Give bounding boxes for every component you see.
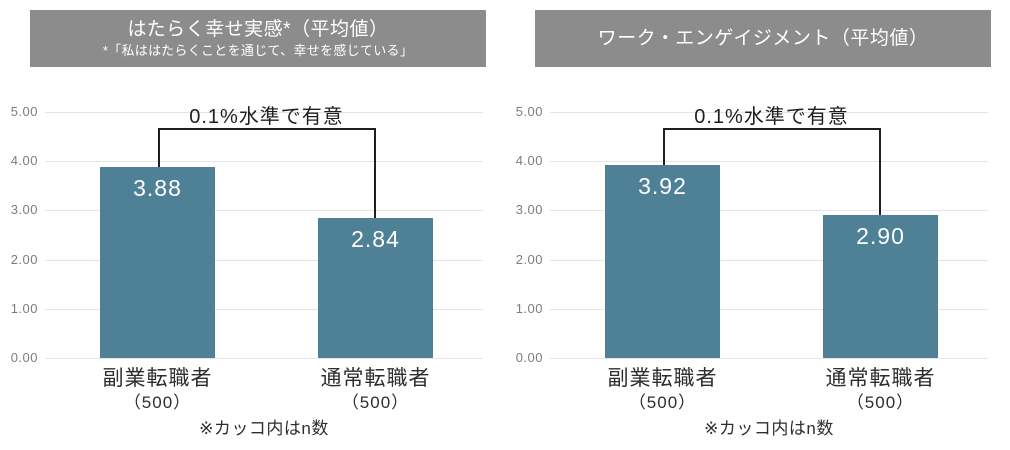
gridline [45,112,483,113]
gridline [550,308,988,310]
category-n-label: （500） [846,393,915,412]
significance-bracket-line [662,128,665,166]
gridline [45,210,483,212]
gridline [45,308,483,310]
category-label: 通常転職者 [320,367,431,390]
chart-note: ※カッコ内はn数 [704,419,834,438]
chart-title: ワーク・エンゲイジメント（平均値） [597,27,929,49]
significance-label: 0.1%水準で有意 [189,106,344,128]
significance-bracket-line [157,128,160,168]
bar-value-label: 3.92 [638,173,687,200]
y-axis-tick-label: 1.00 [10,300,38,316]
chart-panel-happiness: はたらく幸せ実感*（平均値） *「私ははたらくことを通じて、幸せを感じている」 … [10,10,486,438]
y-axis-tick-label: 2.00 [10,251,38,267]
y-axis-tick-label: 4.00 [10,153,38,169]
y-axis-tick-label: 0.00 [10,350,38,365]
bar-value-label: 2.84 [351,226,400,253]
y-axis-tick-label: 4.00 [515,153,543,169]
chart-title-box: ワーク・エンゲイジメント（平均値） [535,10,991,67]
chart-subtitle: *「私ははたらくことを通じて、幸せを感じている」 [102,43,414,59]
gridline [45,358,483,359]
bar-value-label: 3.88 [133,175,182,202]
category-label: 通常転職者 [825,367,936,390]
bar [605,165,720,358]
y-axis-tick-label: 3.00 [515,202,543,218]
bar [100,167,215,358]
y-axis-tick-label: 5.00 [10,104,38,119]
gridline [550,358,988,359]
gridline [550,210,988,212]
chart-note: ※カッコ内はn数 [199,419,329,438]
bar-value-label: 2.90 [856,223,905,250]
category-n-label: （500） [123,393,192,412]
y-axis-tick-label: 1.00 [515,300,543,316]
significance-bracket-line [157,128,376,130]
category-n-label: （500） [341,393,410,412]
category-label: 副業転職者 [102,367,213,390]
category-label: 副業転職者 [607,367,718,390]
chart-title: はたらく幸せ実感*（平均値） [127,18,389,40]
bar [318,218,433,358]
y-axis-tick-label: 5.00 [515,104,543,119]
category-n-label: （500） [628,393,697,412]
bar [823,215,938,358]
significance-bracket-line [373,128,376,219]
gridline [550,161,988,163]
y-axis-tick-label: 3.00 [10,202,38,218]
significance-bracket-line [878,128,881,216]
y-axis-tick-label: 2.00 [515,251,543,267]
significance-bracket-line [662,128,881,130]
chart-title-box: はたらく幸せ実感*（平均値） *「私ははたらくことを通じて、幸せを感じている」 [30,10,486,67]
gridline [45,161,483,163]
y-axis-tick-label: 0.00 [515,350,543,365]
gridline [550,259,988,261]
gridline [45,259,483,261]
chart-panel-engagement: ワーク・エンゲイジメント（平均値） 5.00 4.00 3.00 2.00 1.00 0.… [505,0,1010,450]
gridline [550,112,988,113]
significance-label: 0.1%水準で有意 [694,106,849,128]
